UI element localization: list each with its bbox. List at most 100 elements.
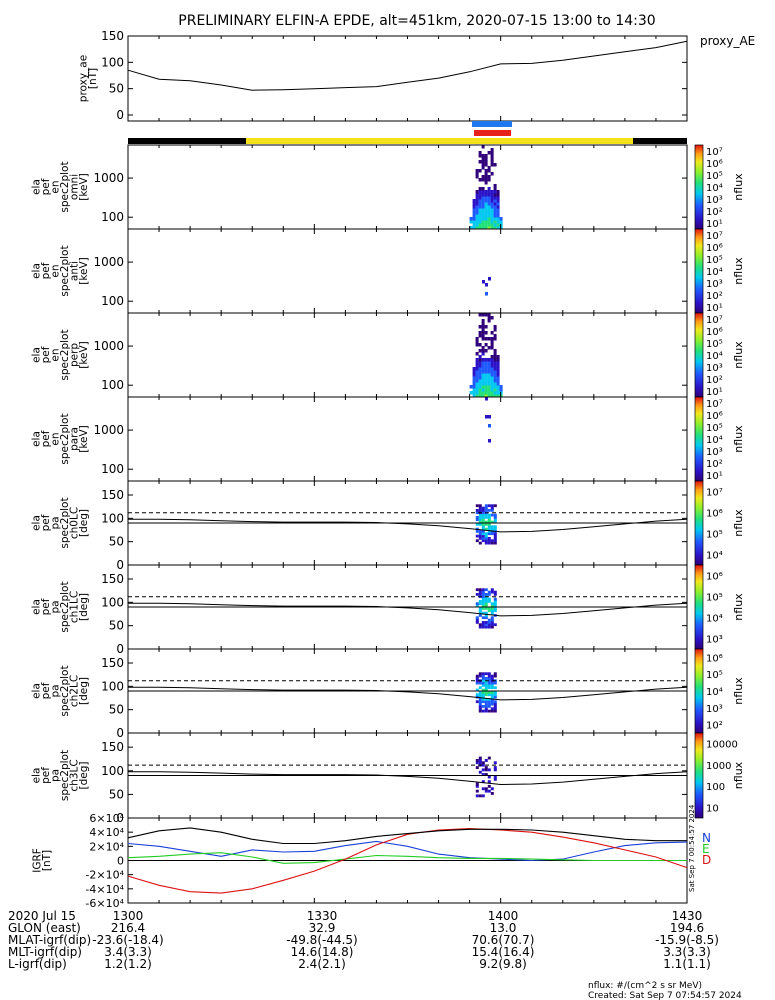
spectrogram-cell (496, 208, 500, 212)
spectrogram-cell (487, 367, 491, 371)
spectrogram-cell (487, 532, 491, 536)
spectrogram-cell (481, 705, 485, 708)
colorbar-label-text: nflux (732, 593, 745, 621)
spectrogram-cell (475, 688, 479, 692)
y-axis-label-line: ela (30, 347, 42, 363)
spectrogram-cell (493, 593, 497, 596)
colorbar-tick-label: 10⁷ (706, 147, 723, 158)
spectrogram-cell (484, 385, 488, 389)
spectrogram-cell (481, 523, 485, 526)
spectrogram-cell (478, 355, 482, 359)
spectrogram-cell (490, 707, 494, 711)
spectrogram-cell (484, 532, 488, 536)
spectrogram-cell (475, 379, 479, 383)
spectrogram-cell (478, 187, 482, 191)
spectrogram-cell (490, 211, 494, 215)
spectrogram-cell (490, 160, 494, 164)
y-tick-label: 50 (109, 787, 124, 801)
colorbar: 10⁴ 10⁵ 10⁶ 10⁷ nflux (694, 480, 745, 566)
loss-cone-line (128, 518, 688, 533)
y-axis-label-line: ela (30, 515, 42, 531)
spectrogram-cell (478, 193, 482, 197)
spectrogram-cell (485, 292, 488, 296)
spectrogram-cell (478, 358, 482, 362)
colorbar-tick-label: 10⁵ (706, 255, 723, 266)
spectrogram-cell (487, 169, 491, 173)
spectrogram-cell (493, 602, 497, 606)
spectrogram-cell (469, 217, 473, 221)
spectrogram-cell (472, 376, 476, 380)
spectrogram-cell (469, 226, 473, 230)
igrf-legend-n: N (702, 831, 711, 845)
spectrogram-cell (484, 759, 488, 762)
spectrogram-cell (478, 373, 482, 377)
spectrogram-cell (475, 784, 479, 788)
spectrogram-cell (490, 695, 494, 699)
spectrogram-cell (475, 193, 479, 197)
y-axis-label-line: spec2plot (59, 245, 71, 296)
spectrogram-cell (484, 205, 488, 209)
spectrogram-cell (487, 527, 491, 531)
spectrogram-cell (493, 768, 497, 772)
spectrogram-cell (490, 190, 494, 194)
spectrogram-cell (493, 513, 497, 517)
grf-total-line (127, 827, 687, 845)
spectrogram-cell (493, 520, 497, 524)
panel-ch1LC: 050100150elapefpaspec2plotch1LC[deg]10³1… (30, 564, 745, 656)
y-tick-label: -2×10⁴ (85, 869, 124, 882)
spectrogram-cell (475, 604, 479, 608)
spectrogram-cell (472, 379, 476, 383)
spectrogram-cell (496, 358, 500, 362)
footer-row-value: 1300 (113, 909, 144, 923)
spectrogram-cell (490, 391, 494, 395)
spectrogram-cell (490, 525, 494, 529)
spectrogram-cell (475, 677, 479, 680)
spectrogram-cell (493, 700, 497, 704)
spectrogram-cell (487, 175, 491, 179)
spectrogram-cell (481, 695, 485, 699)
y-tick-label: 100 (101, 764, 124, 778)
spectrogram-cell (484, 588, 488, 592)
bar-segment-black (128, 138, 246, 144)
spectrogram-cell (475, 211, 479, 215)
spectrogram-cell (487, 313, 491, 317)
y-tick-label: 50 (109, 535, 124, 549)
spectrogram-cell (478, 385, 482, 389)
spectrogram-cell (488, 439, 491, 443)
spectrogram-cell (478, 686, 482, 690)
spectrogram-cell (472, 373, 476, 377)
spectrogram-cell (496, 376, 500, 380)
spectrogram-cell (496, 394, 500, 398)
spectrogram-cell (490, 163, 494, 167)
colorbar-tick-label: 10¹ (706, 387, 723, 398)
panel-frame (127, 144, 688, 230)
spectrogram-cell (493, 364, 497, 368)
igrf-legend-e: E (702, 842, 710, 856)
spectrogram-cell (478, 672, 482, 676)
spectrogram-cell (484, 693, 488, 697)
spectrogram-cell (484, 616, 488, 620)
spectrogram-cell (490, 506, 494, 510)
spectrogram-cell (484, 523, 488, 526)
colorbar-label-text: nflux (732, 677, 745, 705)
spectrogram-cell (493, 539, 497, 543)
spectrogram-cell (481, 623, 485, 627)
colorbar-label: nflux (732, 761, 745, 789)
spectrogram-cell (493, 382, 497, 386)
spectrogram-cell (472, 205, 476, 209)
spectrogram-cell (478, 506, 482, 510)
spectrogram-cell (481, 525, 485, 529)
spectrogram-cell (490, 686, 494, 690)
spectrogram-cell (496, 220, 500, 224)
grf-d-line (127, 828, 688, 894)
units-note: nflux: #/(cm^2 s sr MeV) (588, 981, 702, 991)
spectrogram-cell (487, 518, 491, 522)
spectrogram-cell (493, 184, 497, 188)
spectrogram-cell (490, 792, 494, 795)
spectrogram-cell (478, 709, 482, 713)
spectrogram-cell (490, 611, 494, 615)
spectrogram-cell (487, 684, 491, 687)
spectrogram-cell (481, 211, 485, 215)
